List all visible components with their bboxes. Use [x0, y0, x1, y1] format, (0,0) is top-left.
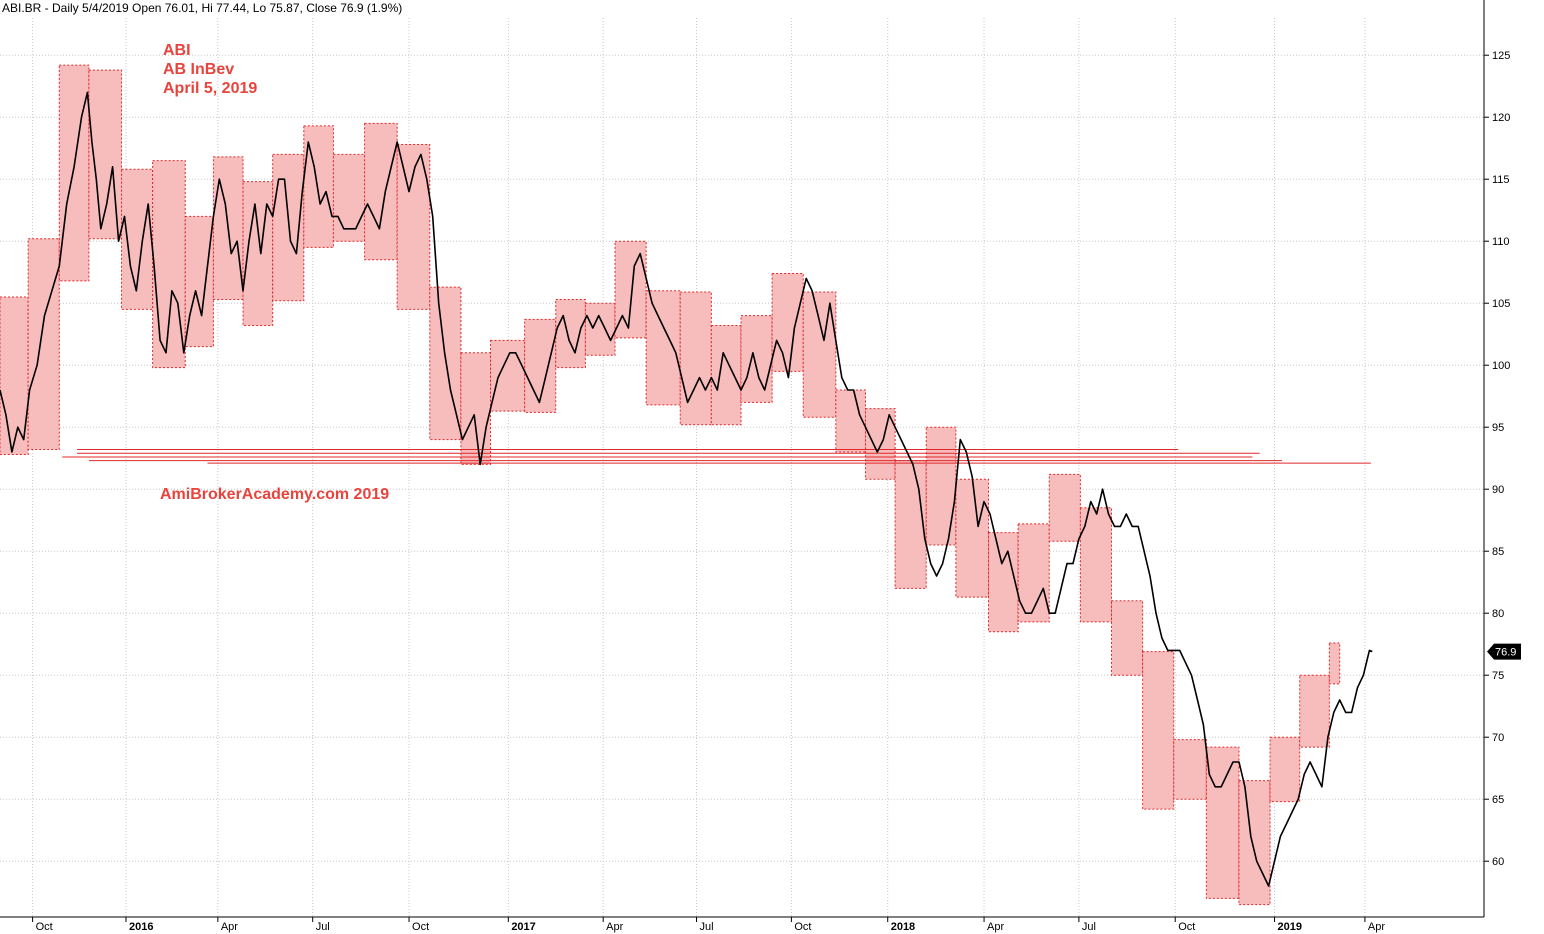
- darvas-box: [1017, 523, 1050, 623]
- darvas-box: [152, 160, 186, 369]
- company-label: AB InBev: [163, 61, 235, 78]
- y-tick-label: 95: [1492, 422, 1504, 434]
- x-tick-label: Oct: [36, 921, 53, 933]
- darvas-box: [1299, 674, 1330, 748]
- darvas-box: [1048, 473, 1081, 542]
- y-tick-label: 65: [1492, 794, 1504, 806]
- x-tick-label: Jul: [316, 921, 330, 933]
- y-tick-label: 85: [1492, 546, 1504, 558]
- x-tick-label: Oct: [412, 921, 429, 933]
- y-tick-label: 100: [1492, 360, 1510, 372]
- darvas-box: [802, 291, 837, 418]
- darvas-box: [58, 64, 90, 282]
- darvas-box: [584, 302, 616, 356]
- darvas-box: [184, 215, 214, 348]
- y-tick-label: 60: [1492, 856, 1504, 868]
- darvas-box: [332, 153, 366, 242]
- x-tick-label: 2016: [129, 921, 153, 933]
- darvas-box: [1111, 600, 1144, 676]
- x-tick-label: Apr: [606, 921, 623, 933]
- y-tick-label: 70: [1492, 732, 1504, 744]
- darvas-box: [679, 291, 712, 426]
- x-tick-label: Apr: [1368, 921, 1385, 933]
- y-tick-label: 90: [1492, 484, 1504, 496]
- darvas-box: [955, 478, 989, 598]
- darvas-box: [1142, 651, 1175, 810]
- x-tick-label: Apr: [221, 921, 238, 933]
- darvas-box: [710, 325, 742, 426]
- darvas-box: [771, 272, 804, 372]
- x-tick-label: 2018: [891, 921, 915, 933]
- x-tick-label: Oct: [1178, 921, 1195, 933]
- x-axis-ticks: Oct 2016 Apr Jul Oct 2017 Apr Jul Oct 2018 Apr Jul O…: [32, 917, 1385, 933]
- last-value-marker: 76.9: [1487, 643, 1521, 660]
- last-value-label: 76.9: [1495, 647, 1516, 659]
- chart-header: ABI.BR - Daily 5/4/2019 Open 76.01, Hi 7…: [2, 1, 403, 15]
- darvas-box: [1173, 739, 1207, 800]
- date-label: April 5, 2019: [163, 80, 258, 97]
- support-lines: [62, 449, 1371, 464]
- x-tick-label: 2019: [1278, 921, 1302, 933]
- darvas-box: [987, 532, 1019, 633]
- darvas-box: [740, 315, 773, 403]
- darvas-box: [555, 298, 586, 369]
- y-tick-label: 105: [1492, 298, 1510, 310]
- chart-axes: [0, 0, 1485, 918]
- x-tick-label: Apr: [987, 921, 1004, 933]
- symbol-label: ABI: [163, 42, 191, 59]
- darvas-box: [0, 296, 29, 455]
- y-tick-label: 75: [1492, 670, 1504, 682]
- x-tick-label: Jul: [700, 921, 714, 933]
- darvas-box: [364, 122, 398, 261]
- x-tick-label: Oct: [794, 921, 811, 933]
- y-axis-ticks: 125 120 115 110 105 100 95 90 85 80 75 70 65 60: [1484, 50, 1510, 868]
- darvas-box: [1238, 780, 1271, 906]
- close-price-line: [0, 91, 1373, 887]
- darvas-box: [1269, 736, 1301, 803]
- x-tick-label: Jul: [1082, 921, 1096, 933]
- y-tick-label: 110: [1492, 236, 1510, 248]
- last-value-tag: [1487, 643, 1521, 660]
- x-tick-label: 2017: [511, 921, 535, 933]
- y-tick-label: 80: [1492, 608, 1504, 620]
- darvas-box: [490, 339, 526, 412]
- y-tick-label: 125: [1492, 50, 1510, 62]
- darvas-box: [864, 408, 896, 480]
- darvas-box: [645, 290, 681, 406]
- darvas-box: [27, 238, 60, 451]
- darvas-box: [835, 389, 866, 453]
- darvas-box: [1205, 746, 1240, 899]
- watermark-label: AmiBrokerAcademy.com 2019: [160, 486, 390, 503]
- y-tick-label: 120: [1492, 112, 1510, 124]
- price-series: [0, 91, 1373, 887]
- darvas-box: [925, 426, 957, 546]
- darvas-box: [460, 352, 492, 465]
- y-tick-label: 115: [1492, 174, 1510, 186]
- darvas-box: [1328, 642, 1341, 685]
- darvas-box: [894, 460, 927, 589]
- darvas-box: [1079, 507, 1113, 623]
